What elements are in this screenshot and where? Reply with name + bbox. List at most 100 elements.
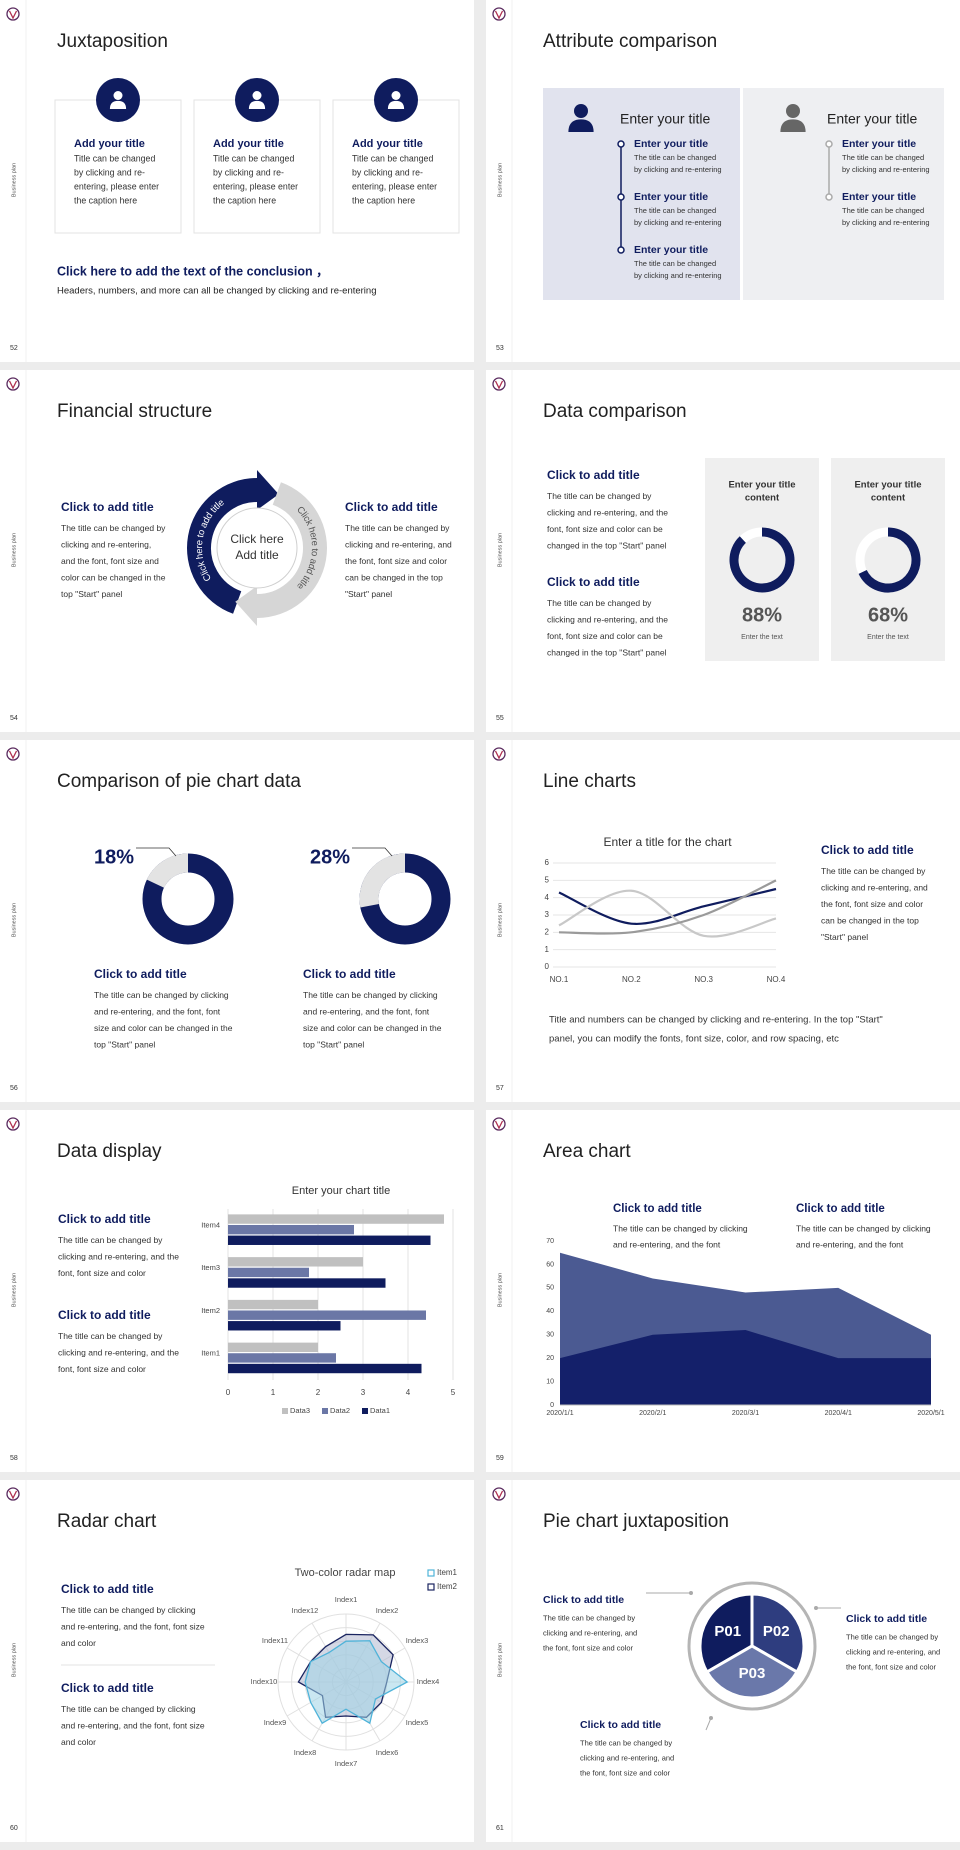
donut-label: 18% [94,846,134,868]
slide: Business plan 53 Attribute comparison Enter… [486,0,960,362]
gauge-heading: content [871,493,906,504]
gauge-caption: Enter the text [741,634,783,641]
slide-title: Data comparison [543,401,687,422]
timeline-dot [617,140,625,148]
slide: Business plan 52 Juxtaposition Add your tit… [0,0,474,362]
card-text: Title can be changed [213,153,294,163]
indicator-label: Index10 [251,1677,278,1686]
y-tick-label: 5 [545,875,550,884]
slide-title: Comparison of pie chart data [57,771,301,792]
block-text: The title can be changed by [58,1235,163,1245]
conclusion-text: Headers, numbers, and more can all be ch… [57,286,377,297]
y-tick-label: Item1 [201,1349,220,1358]
bar [228,1224,354,1235]
block-text: The title can be changed by [543,1614,635,1623]
gauge-panel [705,458,819,661]
block-text: and re-entering, and the font, font [303,1006,430,1016]
legend-label: Data1 [370,1406,390,1415]
block-text: and color [61,1638,96,1648]
block-title: Click to add title [303,967,396,981]
block-text: the font, font size and color [345,556,447,566]
donut-segment [359,853,406,908]
y-tick-label: 4 [545,893,550,902]
side-label: Business plan [11,163,17,197]
side-label: Business plan [497,903,503,937]
y-tick-label: 70 [546,1238,554,1245]
page-number: 52 [10,345,18,352]
indicator-label: Index12 [292,1606,319,1615]
card-text: the caption here [74,195,137,205]
card [54,99,182,234]
x-tick-label: 2020/4/1 [825,1410,852,1417]
card-text: by clicking and re- [74,167,145,177]
panel-heading: Enter your title [827,111,917,127]
y-tick-label: 1 [545,945,550,954]
outer-ring [687,1581,817,1711]
slide-title: Line charts [543,771,636,792]
line-series [558,889,777,938]
page-number: 55 [496,715,504,722]
icon-body [780,119,806,132]
arrow-head [257,470,279,510]
y-tick-label: 20 [546,1355,554,1362]
block-text: color can be changed in the [61,572,166,582]
gauge-heading: content [745,493,780,504]
side-label: Business plan [497,1643,503,1677]
center-circle [216,507,298,589]
x-tick-label: NO.1 [550,975,569,984]
y-tick-label: 0 [550,1402,554,1409]
slide: Business plan 54 Financial structure Click … [0,370,474,732]
block-text: The title can be changed by clicking [94,990,229,1000]
gauge-value: 88% [742,604,782,626]
card-text: entering, please enter [213,181,298,191]
block-title: Click to add title [547,575,640,589]
legend-swatch [282,1408,288,1414]
leader-line [352,847,393,857]
block-text: the font, font size and color [580,1769,671,1778]
card [193,99,321,234]
logo [6,1487,20,1501]
gauge-caption: Enter the text [867,634,909,641]
block-title: Click to add title [796,1203,885,1215]
x-tick-label: 5 [451,1388,456,1397]
block-text: The title can be changed by [547,598,652,608]
item-text: The title can be changed [842,206,924,215]
logo [6,747,20,761]
item-title: Enter your title [634,244,708,256]
bar [228,1267,309,1278]
card-text: Title can be changed [352,153,433,163]
y-tick-label: 30 [546,1332,554,1339]
legend-swatch [362,1408,368,1414]
donut-segment [146,853,189,889]
block-title: Click to add title [345,500,438,514]
block-text: clicking and re-entering, and the [58,1347,179,1357]
connector-dot [814,1606,818,1610]
slide-title: Radar chart [57,1511,157,1532]
block-text: the font, font size and color [821,899,923,909]
timeline-dot [825,140,833,148]
slide: Business plan 58 Data display Click to add … [0,1110,474,1472]
logo [492,1117,506,1131]
block-text: font, font size and color can be [547,524,663,534]
arc-grey [256,482,327,618]
arrow-head [235,586,257,626]
leader-line [136,847,177,857]
chart-title: Enter a title for the chart [603,835,732,849]
y-tick-label: 40 [546,1308,554,1315]
card-text: by clicking and re- [213,167,284,177]
x-tick-label: 3 [361,1388,366,1397]
gauge-arc [729,527,795,593]
block-text: and re-entering, and the font, font size [61,1621,205,1631]
connector-dot [689,1591,693,1595]
card-text: entering, please enter [74,181,159,191]
slide: Business plan 56 Comparison of pie chart d… [0,740,474,1102]
bar [228,1363,422,1374]
item-title: Enter your title [842,138,916,150]
y-tick-label: 0 [545,962,550,971]
donut-label: 28% [310,846,350,868]
item-text: The title can be changed [634,153,716,162]
card-text: the caption here [352,195,415,205]
slide-title: Juxtaposition [57,31,168,52]
gauge-heading: Enter your title [728,480,795,491]
indicator-label: Index8 [294,1748,317,1757]
